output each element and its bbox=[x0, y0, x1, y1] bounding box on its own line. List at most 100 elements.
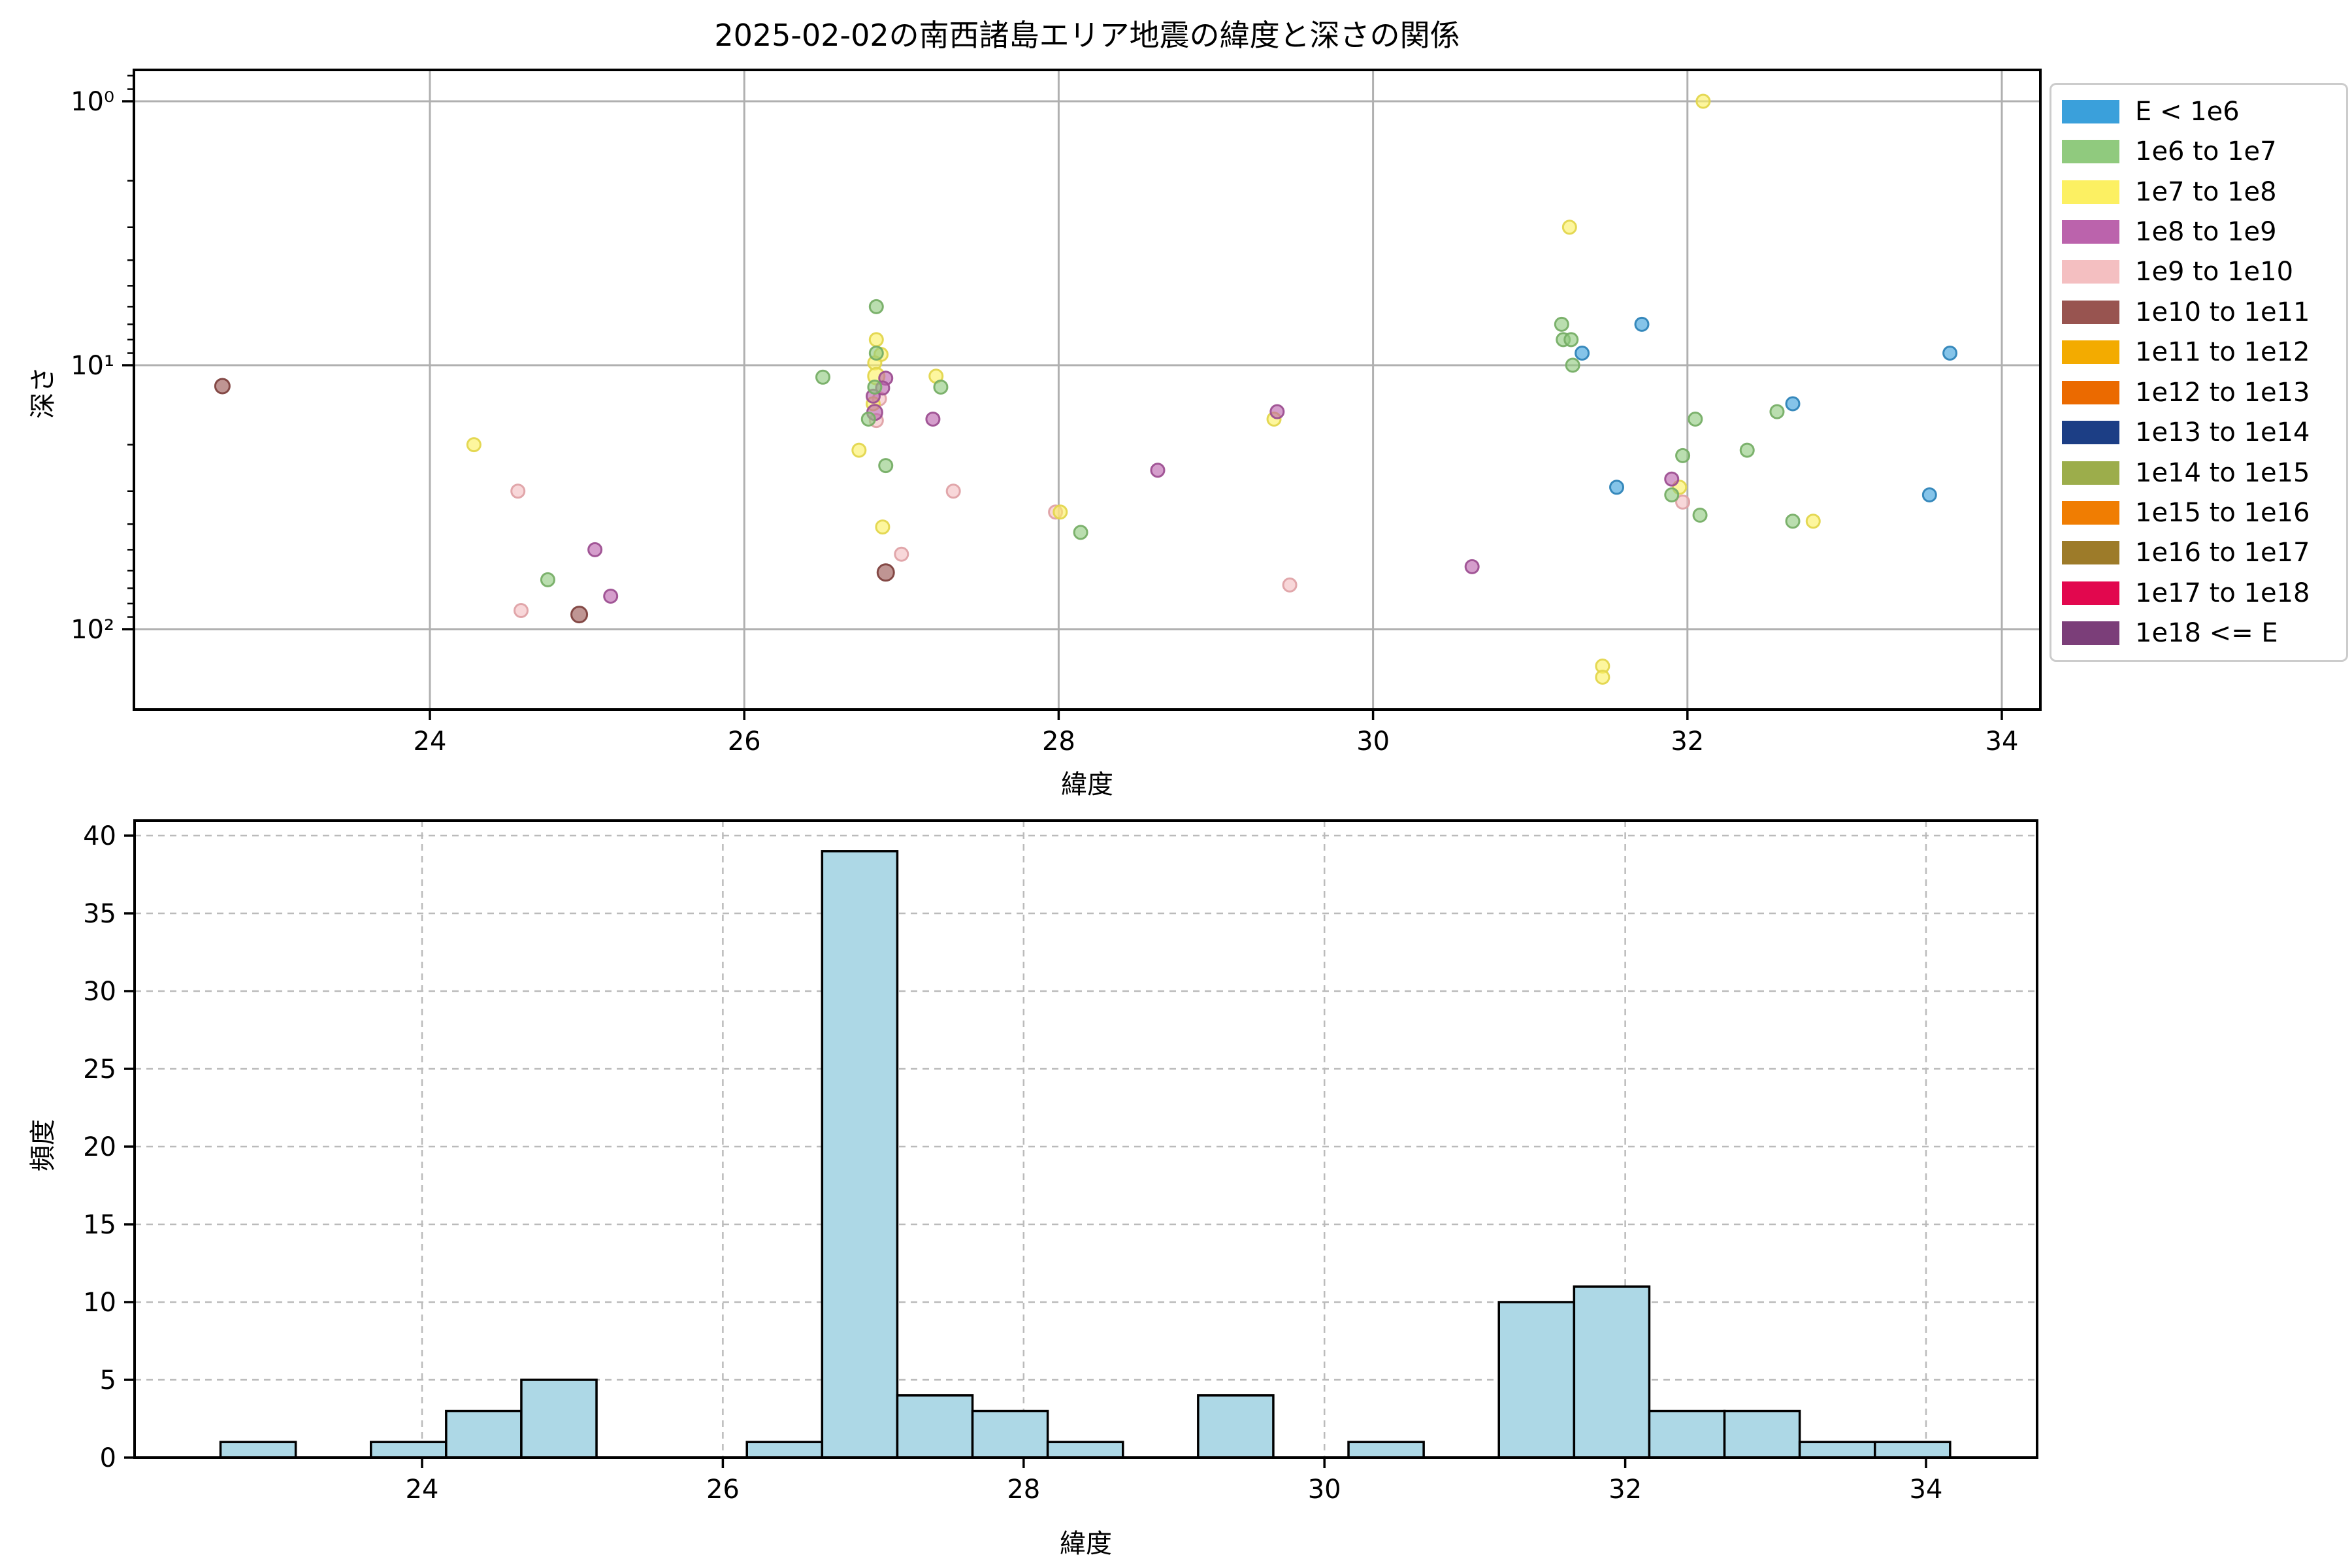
legend-entry: 1e8 to 1e9 bbox=[2062, 217, 2346, 247]
histogram-bar bbox=[1497, 1301, 1576, 1459]
histogram-bar bbox=[971, 1409, 1049, 1459]
scatter-ylabel: 深さ bbox=[28, 367, 58, 419]
legend-swatch bbox=[2062, 99, 2119, 123]
legend-label: 1e18 <= E bbox=[2135, 618, 2278, 649]
hist-xtick-label: 34 bbox=[1910, 1475, 1943, 1505]
legend-label: 1e11 to 1e12 bbox=[2135, 337, 2310, 368]
scatter-point bbox=[1785, 514, 1801, 529]
histogram-bar bbox=[219, 1441, 297, 1459]
legend-swatch bbox=[2062, 581, 2119, 605]
scatter-point bbox=[1609, 480, 1625, 495]
hist-ytick-label: 10 bbox=[83, 1288, 116, 1318]
figure-title: 2025-02-02の南西諸島エリア地震の緯度と深さの関係 bbox=[714, 18, 1460, 53]
legend-swatch bbox=[2062, 621, 2119, 645]
scatter-point bbox=[1575, 346, 1590, 361]
histogram-xlabel: 緯度 bbox=[1060, 1529, 1112, 1559]
legend-swatch bbox=[2062, 461, 2119, 485]
histogram-bar bbox=[1347, 1441, 1425, 1459]
legend-label: E < 1e6 bbox=[2135, 96, 2240, 127]
scatter-xtick-label: 26 bbox=[728, 727, 761, 757]
legend-entry: 1e7 to 1e8 bbox=[2062, 177, 2346, 207]
legend-swatch bbox=[2062, 140, 2119, 164]
scatter-point bbox=[925, 411, 941, 427]
histogram-bar bbox=[1573, 1285, 1651, 1459]
legend-swatch bbox=[2062, 380, 2119, 404]
legend-entry: E < 1e6 bbox=[2062, 97, 2346, 127]
scatter-xtick-label: 24 bbox=[414, 727, 447, 757]
scatter-point bbox=[1563, 332, 1579, 348]
scatter-point bbox=[603, 589, 619, 604]
legend-swatch bbox=[2062, 300, 2119, 324]
hist-frame bbox=[133, 819, 2038, 1459]
legend-entry: 1e16 to 1e17 bbox=[2062, 538, 2346, 568]
scatter-point bbox=[878, 458, 894, 474]
scatter-point bbox=[894, 546, 909, 562]
scatter-point bbox=[1053, 504, 1068, 520]
scatter-ytick-label: 10² bbox=[71, 615, 114, 645]
legend-entry: 1e18 <= E bbox=[2062, 618, 2346, 648]
legend-swatch bbox=[2062, 421, 2119, 445]
histogram-bar bbox=[1723, 1409, 1801, 1459]
legend-entry: 1e6 to 1e7 bbox=[2062, 137, 2346, 167]
legend-label: 1e9 to 1e10 bbox=[2135, 257, 2294, 287]
hist-ytick-label: 40 bbox=[83, 821, 116, 851]
scatter-point bbox=[510, 483, 526, 499]
scatter-point bbox=[815, 369, 830, 385]
scatter-point bbox=[1595, 669, 1610, 685]
hist-xtick-label: 28 bbox=[1007, 1475, 1040, 1505]
scatter-point bbox=[867, 379, 883, 395]
histogram-bar bbox=[1648, 1409, 1726, 1459]
legend-swatch bbox=[2062, 220, 2119, 244]
histogram-bar bbox=[1197, 1394, 1275, 1459]
scatter-point bbox=[587, 542, 603, 557]
scatter-point bbox=[1692, 508, 1708, 523]
scatter-point bbox=[570, 606, 589, 624]
hist-ytick-label: 0 bbox=[100, 1443, 116, 1473]
scatter-xtick-label: 34 bbox=[1985, 727, 2019, 757]
scatter-point bbox=[1739, 442, 1755, 458]
legend: E < 1e6 1e6 to 1e7 1e7 to 1e8 1e8 to 1e9 1e9… bbox=[2050, 83, 2348, 662]
legend-label: 1e12 to 1e13 bbox=[2135, 377, 2310, 408]
legend-label: 1e8 to 1e9 bbox=[2135, 216, 2277, 247]
legend-label: 1e7 to 1e8 bbox=[2135, 176, 2277, 207]
scatter-point bbox=[1675, 448, 1691, 463]
scatter-point bbox=[1554, 316, 1569, 332]
legend-label: 1e15 to 1e16 bbox=[2135, 497, 2310, 528]
scatter-point bbox=[1282, 577, 1298, 593]
scatter-xtick-label: 28 bbox=[1042, 727, 1075, 757]
scatter-point bbox=[1921, 487, 1937, 503]
hist-ytick-label: 35 bbox=[83, 899, 116, 929]
histogram-bar bbox=[821, 850, 899, 1459]
histogram-bar bbox=[1046, 1441, 1124, 1459]
legend-swatch bbox=[2062, 500, 2119, 525]
scatter-point bbox=[875, 519, 890, 535]
scatter-point bbox=[1664, 487, 1680, 503]
histogram-bar bbox=[745, 1441, 824, 1459]
scatter-point bbox=[1805, 514, 1821, 529]
scatter-point bbox=[1695, 93, 1711, 109]
scatter-point bbox=[466, 437, 482, 453]
legend-label: 1e10 to 1e11 bbox=[2135, 297, 2310, 327]
scatter-point bbox=[1688, 411, 1703, 427]
legend-swatch bbox=[2062, 541, 2119, 565]
legend-label: 1e17 to 1e18 bbox=[2135, 578, 2310, 608]
scatter-point bbox=[868, 332, 884, 348]
legend-entry: 1e13 to 1e14 bbox=[2062, 417, 2346, 448]
hist-ytick-label: 25 bbox=[83, 1054, 116, 1085]
legend-label: 1e16 to 1e17 bbox=[2135, 538, 2310, 568]
legend-swatch bbox=[2062, 180, 2119, 204]
scatter-point bbox=[214, 378, 231, 395]
scatter-point bbox=[1785, 396, 1801, 412]
scatter-point bbox=[933, 379, 949, 395]
scatter-point bbox=[945, 483, 961, 499]
scatter-point bbox=[1634, 316, 1650, 332]
scatter-point bbox=[868, 299, 884, 314]
hist-xtick-label: 24 bbox=[406, 1475, 439, 1505]
scatter-xtick-label: 30 bbox=[1356, 727, 1390, 757]
scatter-point bbox=[1269, 404, 1285, 419]
scatter-xtick-label: 32 bbox=[1671, 727, 1704, 757]
hist-ytick-label: 5 bbox=[100, 1365, 116, 1396]
scatter-point bbox=[876, 563, 895, 582]
scatter-point bbox=[1664, 471, 1680, 487]
